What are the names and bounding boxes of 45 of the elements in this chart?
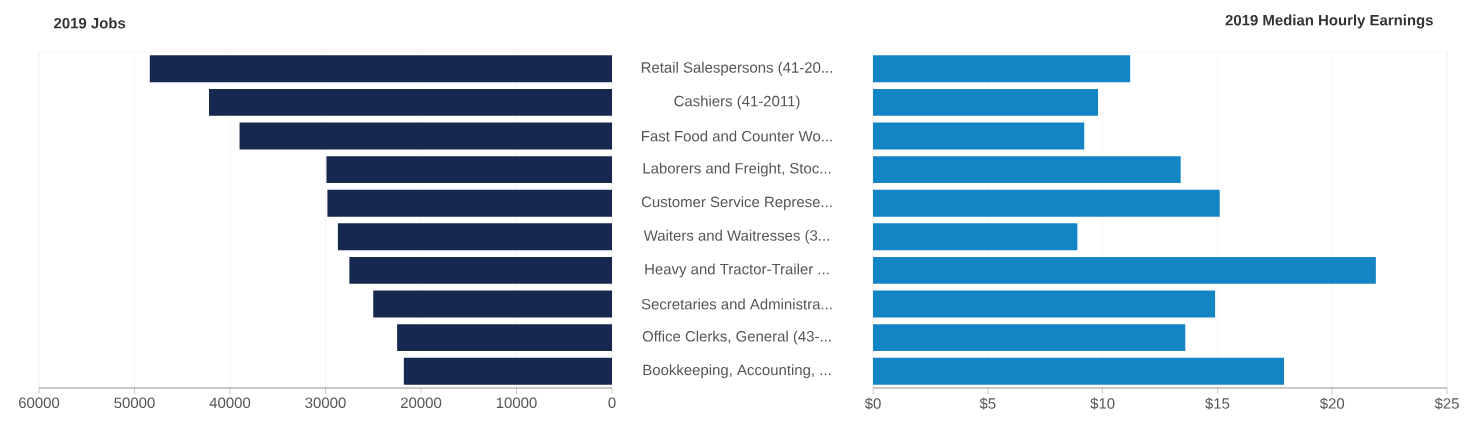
bar [208,88,613,116]
y-tick-label: Bookkeeping, Accounting, ... [643,364,831,379]
bar [873,357,1285,385]
bar [349,256,613,284]
x-tick-label: $20 [1319,397,1345,410]
x-tick-label: 0 [608,397,616,409]
bar [873,189,1220,217]
bar [337,223,613,251]
y-tick-label: Waiters and Waitresses (3... [643,229,829,244]
y-tick-label: Heavy and Tractor-Trailer ... [645,263,829,278]
bar [149,55,613,83]
y-tick-label: Laborers and Freight, Stoc... [643,162,831,177]
y-tick-label: Retail Salespersons (41-20... [641,61,832,76]
bar [873,122,1085,150]
bar [873,290,1216,318]
chart-title: 2019 Jobs [54,17,126,29]
x-tick-label: $25 [1434,397,1459,410]
y-tick-label: Fast Food and Counter Wo... [642,130,832,142]
x-tick-label: 10000 [496,397,537,409]
bar [397,324,613,352]
bar [403,357,613,385]
bar [873,88,1099,116]
x-tick-label: $10 [1090,397,1115,410]
x-tick-label: $0 [864,397,881,410]
y-tick-label: Cashiers (41-2011) [674,95,800,110]
bar [873,55,1131,83]
y-tick-label: Office Clerks, General (43-... [642,330,831,345]
x-tick-label: 20000 [400,397,442,409]
bar [373,290,613,318]
x-tick-label: 60000 [18,397,60,409]
bar [873,156,1181,184]
bar [239,122,613,150]
x-tick-label: $15 [1205,397,1230,410]
chart-title: 2019 Median Hourly Earnings [1225,14,1433,29]
x-tick-label: $5 [979,397,996,410]
x-tick-label: 40000 [209,397,251,409]
bar [873,256,1376,284]
bar [326,156,613,184]
bar [873,223,1078,251]
y-tick-label: Secretaries and Administra... [641,298,832,310]
x-tick-label: 30000 [305,397,346,409]
bar [327,189,613,217]
bar [873,324,1186,352]
x-tick-label: 50000 [114,397,155,409]
y-tick-label: Customer Service Represe... [641,196,832,211]
